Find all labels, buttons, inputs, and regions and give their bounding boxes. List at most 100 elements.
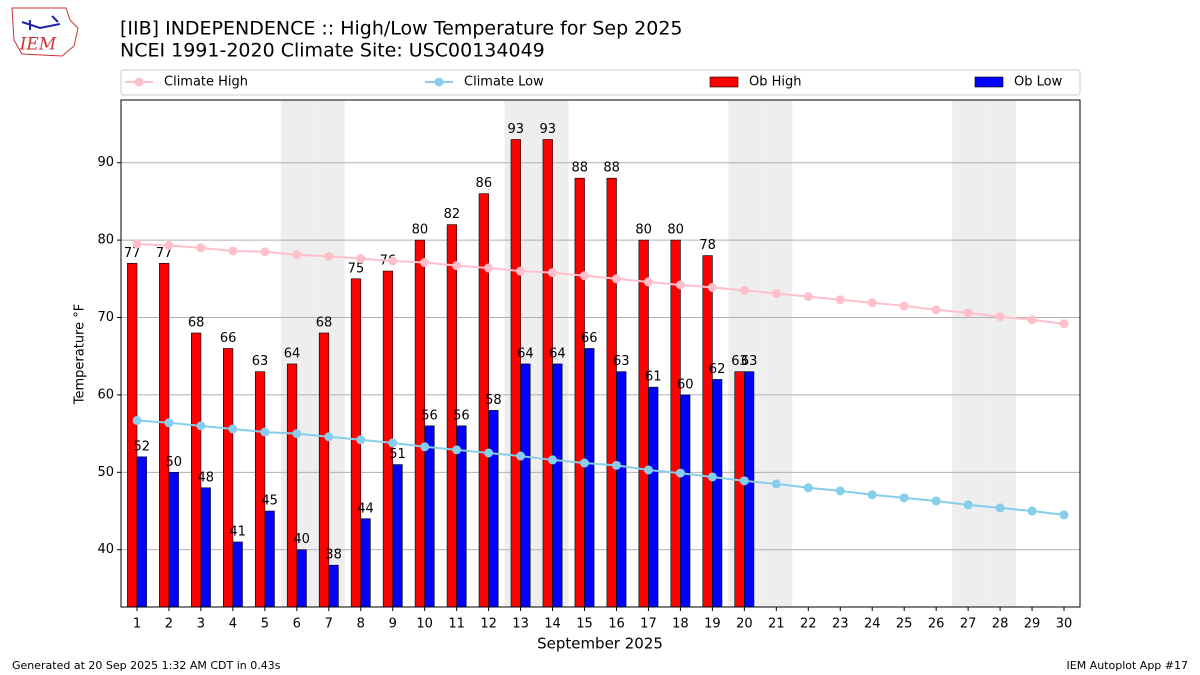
logo: IEM xyxy=(11,7,79,57)
x-tick-label: 14 xyxy=(544,617,561,632)
x-tick-label: 21 xyxy=(768,617,785,632)
x-tick-label: 6 xyxy=(293,617,301,632)
data-label: 93 xyxy=(539,122,556,137)
bar xyxy=(744,371,755,608)
climate-marker xyxy=(452,445,462,455)
x-tick-label: 17 xyxy=(640,617,657,632)
climate-marker xyxy=(707,472,717,482)
climate-marker xyxy=(611,460,621,470)
climate-marker xyxy=(675,280,685,290)
data-label: 68 xyxy=(316,315,333,330)
x-tick-label: 28 xyxy=(992,617,1009,632)
bar xyxy=(584,348,595,608)
x-tick-label: 2 xyxy=(165,617,173,632)
data-label: 82 xyxy=(444,207,461,222)
x-tick-label: 7 xyxy=(325,617,333,632)
x-tick-label: 1 xyxy=(133,617,141,632)
climate-marker xyxy=(388,256,398,266)
y-tick-label: 70 xyxy=(97,310,114,325)
data-label: 68 xyxy=(188,315,205,330)
bar xyxy=(520,363,531,608)
x-tick-label: 11 xyxy=(448,617,465,632)
climate-marker xyxy=(1059,510,1069,520)
data-label: 64 xyxy=(549,346,566,361)
climate-marker xyxy=(803,292,813,302)
climate-marker xyxy=(739,285,749,295)
data-label: 50 xyxy=(165,455,182,470)
climate-marker xyxy=(516,266,526,276)
bar xyxy=(136,456,147,608)
x-tick-label: 3 xyxy=(197,617,205,632)
bar xyxy=(200,487,211,608)
bar xyxy=(574,177,585,608)
bar xyxy=(638,239,649,608)
bar xyxy=(552,363,563,608)
bar xyxy=(414,239,425,608)
bar xyxy=(318,332,330,608)
bar xyxy=(328,564,339,608)
data-label: 44 xyxy=(357,501,374,516)
climate-marker xyxy=(611,274,621,284)
climate-marker xyxy=(196,243,206,253)
climate-marker xyxy=(835,295,845,305)
climate-marker xyxy=(771,289,781,299)
bar xyxy=(254,371,266,608)
footer-right: IEM Autoplot App #17 xyxy=(1067,659,1189,672)
x-tick-label: 22 xyxy=(800,617,817,632)
data-label: 93 xyxy=(508,122,525,137)
climate-marker xyxy=(228,246,238,256)
climate-line xyxy=(136,419,1065,516)
data-label: 64 xyxy=(517,346,534,361)
climate-marker xyxy=(164,418,174,428)
bar xyxy=(286,363,298,608)
data-label: 75 xyxy=(348,261,365,276)
x-tick-label: 12 xyxy=(480,617,497,632)
x-tick-label: 16 xyxy=(608,617,625,632)
bar xyxy=(734,371,745,608)
legend-label: Ob Low xyxy=(1014,75,1063,90)
climate-marker xyxy=(1059,319,1069,329)
data-label: 38 xyxy=(325,548,342,563)
legend-swatch xyxy=(709,76,739,88)
climate-marker xyxy=(132,239,142,249)
climate-marker xyxy=(771,479,781,489)
bar xyxy=(510,139,521,608)
climate-marker xyxy=(324,251,334,261)
bar xyxy=(168,472,179,608)
data-label: 78 xyxy=(699,238,716,253)
data-label: 58 xyxy=(485,393,502,408)
climate-marker xyxy=(548,268,558,278)
climate-marker xyxy=(388,438,398,448)
logo-icon xyxy=(21,15,61,30)
data-label: 63 xyxy=(252,354,269,369)
bar xyxy=(264,510,275,608)
data-label: 45 xyxy=(261,494,278,509)
data-label: 66 xyxy=(581,331,598,346)
data-label: 63 xyxy=(613,354,630,369)
chart-subtitle: NCEI 1991-2020 Climate Site: USC00134049 xyxy=(120,40,545,62)
legend-label: Climate High xyxy=(164,75,248,90)
climate-marker xyxy=(1027,315,1037,325)
data-label: 56 xyxy=(421,408,438,423)
bar xyxy=(670,239,681,608)
x-tick-label: 26 xyxy=(928,617,945,632)
x-tick-label: 30 xyxy=(1056,617,1073,632)
climate-marker xyxy=(484,448,494,458)
weekend-band xyxy=(952,100,985,607)
climate-marker xyxy=(803,483,813,493)
data-label: 56 xyxy=(453,408,470,423)
data-label: 40 xyxy=(293,532,310,547)
climate-marker xyxy=(675,468,685,478)
climate-marker xyxy=(260,247,270,257)
bar xyxy=(127,263,138,608)
bar xyxy=(488,410,499,608)
x-tick-label: 25 xyxy=(896,617,913,632)
climate-marker xyxy=(899,301,909,311)
climate-marker xyxy=(420,258,430,268)
climate-marker xyxy=(452,261,462,271)
climate-marker xyxy=(835,486,845,496)
climate-marker xyxy=(643,465,653,475)
x-tick-label: 10 xyxy=(416,617,433,632)
climate-marker xyxy=(963,500,973,510)
